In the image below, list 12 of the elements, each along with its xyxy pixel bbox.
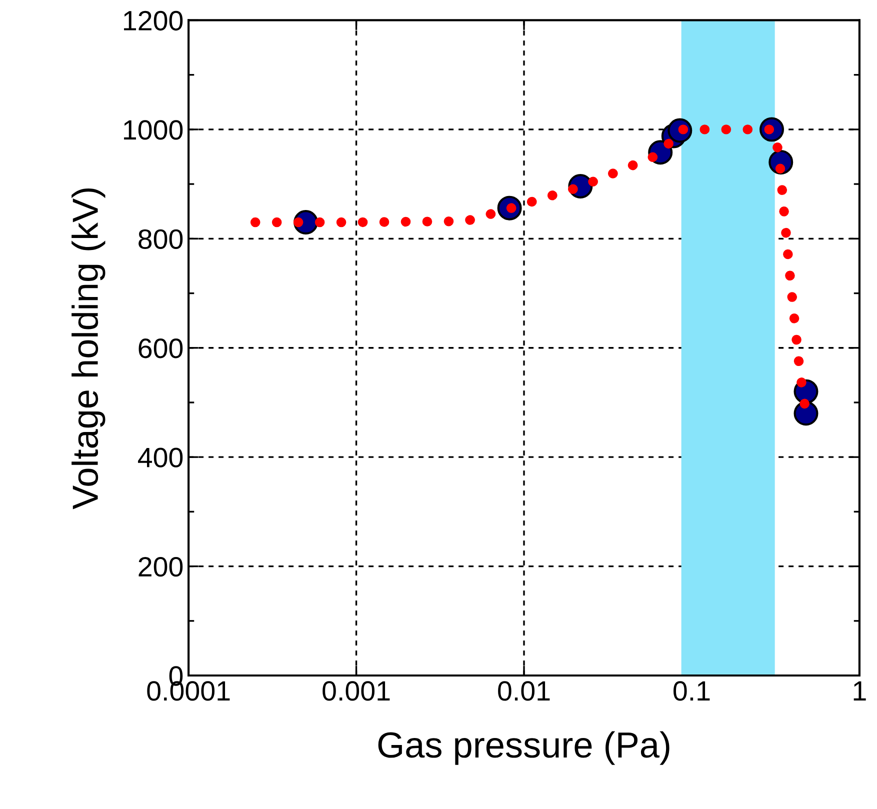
y-axis-title: Voltage holding (kV): [72, 188, 106, 510]
x-tick-label: 0.1: [674, 681, 710, 701]
x-axis-title: Gas pressure (Pa): [378, 731, 670, 765]
y-tick-label: 800: [138, 229, 183, 249]
y-tick-label: 1000: [124, 120, 183, 140]
y-tick-label: 400: [138, 448, 183, 468]
x-tick-label: 1: [854, 681, 866, 701]
x-tick-label: 0.01: [498, 681, 550, 701]
y-tick-label: 200: [138, 556, 183, 577]
y-tick-label: 600: [138, 338, 183, 358]
y-tick-label: 1200: [124, 10, 183, 31]
x-tick-label: 0.001: [322, 681, 390, 701]
